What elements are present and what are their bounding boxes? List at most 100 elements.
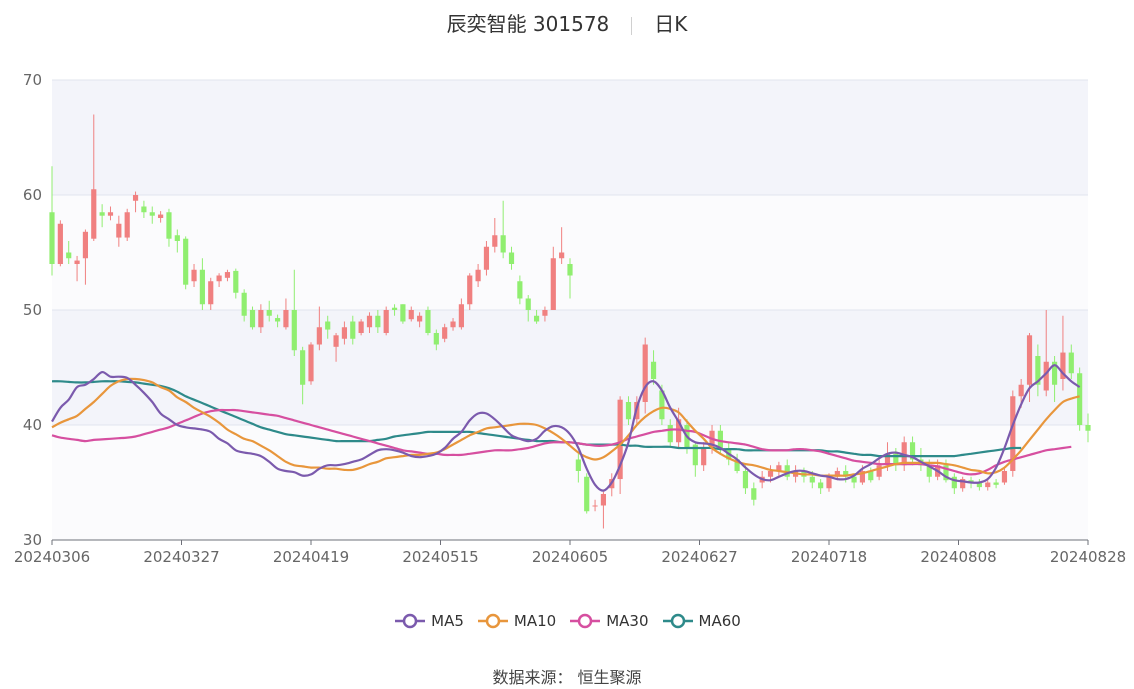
candle-up	[767, 471, 774, 477]
data-source-note: 数据来源： 恒生聚源	[492, 668, 642, 687]
candle-up	[383, 310, 389, 333]
candle-up	[308, 344, 314, 382]
candle-up	[834, 471, 840, 477]
candle-down	[433, 333, 439, 345]
candle-up	[1001, 471, 1008, 483]
candle-down	[149, 212, 155, 216]
candle-up	[1018, 384, 1024, 397]
x-tick-label: 20240306	[14, 548, 90, 566]
candle-up	[107, 212, 114, 216]
candle-down	[951, 476, 957, 489]
candle-up	[542, 310, 548, 316]
candle-down	[391, 307, 398, 310]
candle-up	[1043, 361, 1049, 391]
legend-label: MA30	[606, 612, 649, 630]
candle-down	[692, 444, 698, 466]
legend-marker-icon	[395, 613, 426, 629]
legend-item-ma60[interactable]: MA60	[661, 612, 741, 630]
candle-down	[650, 361, 657, 379]
x-tick-label: 20240718	[791, 548, 867, 566]
candle-up	[216, 275, 222, 282]
legend-marker-icon	[570, 613, 601, 629]
candle-down	[893, 453, 899, 466]
candle-down	[233, 270, 239, 293]
candle-down	[993, 482, 999, 485]
candle-up	[492, 235, 498, 247]
candle-up	[208, 281, 214, 305]
candle-down	[350, 321, 356, 339]
candle-down	[249, 310, 256, 328]
legend-item-ma5[interactable]: MA5	[393, 612, 464, 630]
candle-up	[642, 344, 648, 402]
candle-down	[717, 430, 723, 448]
ma10-line	[51, 377, 1080, 477]
candle-up	[132, 195, 139, 201]
candle-down	[517, 281, 523, 299]
candle-up	[341, 327, 348, 339]
candle-down	[508, 252, 515, 264]
legend-item-ma30[interactable]: MA30	[568, 612, 649, 630]
candle-down	[943, 465, 949, 481]
legend-marker-circle	[670, 613, 685, 629]
x-tick-label: 20240605	[532, 548, 608, 566]
candle-down	[400, 304, 406, 322]
candle-up	[450, 321, 456, 328]
chart-title: 辰奕智能 301578 日K	[0, 8, 1134, 37]
y-tick-label: 30	[23, 531, 42, 549]
candle-up	[960, 479, 966, 489]
candle-down	[266, 310, 272, 316]
candle-up	[82, 231, 89, 259]
candle-up	[316, 327, 322, 345]
candle-up	[57, 223, 63, 264]
candle-up	[826, 476, 832, 489]
candle-up	[701, 448, 707, 466]
candle-up	[116, 223, 122, 238]
candle-down	[500, 235, 506, 253]
candle-up	[1010, 396, 1016, 471]
candle-down	[1035, 356, 1041, 385]
candle-down	[274, 318, 281, 322]
candle-down	[784, 465, 790, 477]
candle-up	[592, 505, 598, 507]
candle-down	[909, 442, 916, 460]
candle-down	[425, 310, 431, 333]
candle-up	[124, 212, 130, 238]
candle-down	[199, 269, 205, 305]
legend-label: MA60	[698, 612, 741, 630]
candle-down	[584, 476, 590, 512]
legend-item-ma10[interactable]: MA10	[476, 612, 556, 630]
legend-marker-icon	[662, 613, 693, 629]
candle-down	[533, 315, 540, 322]
candle-up	[876, 465, 882, 477]
candle-up	[559, 252, 565, 259]
legend-marker-circle	[577, 613, 593, 629]
candle-up	[859, 471, 866, 483]
candle-down	[976, 482, 982, 488]
candle-up	[333, 335, 339, 347]
y-tick-label: 70	[23, 71, 42, 89]
x-tick-label: 20240515	[402, 548, 478, 566]
y-tick-label: 60	[23, 186, 42, 204]
candle-down	[525, 298, 531, 310]
x-tick-label: 20240808	[920, 548, 996, 566]
candle-up	[600, 494, 607, 506]
candle-up	[408, 310, 414, 320]
candle-down	[49, 212, 55, 264]
x-tick-label: 20240419	[273, 548, 349, 566]
x-tick-label: 20240828	[1050, 548, 1126, 566]
y-tick-label: 50	[23, 301, 42, 319]
candle-down	[567, 264, 573, 276]
candle-up	[1060, 352, 1066, 379]
candle-up	[1026, 335, 1033, 385]
ma60-line	[51, 380, 1022, 458]
candle-down	[968, 480, 974, 483]
x-tick-label: 20240627	[661, 548, 737, 566]
candle-up	[483, 246, 490, 270]
candle-down	[667, 425, 673, 443]
grid-band	[52, 310, 1088, 425]
candle-down	[174, 235, 180, 241]
candle-up	[191, 269, 197, 282]
candle-down	[291, 310, 297, 351]
candle-up	[676, 419, 682, 443]
candle-up	[442, 327, 448, 339]
